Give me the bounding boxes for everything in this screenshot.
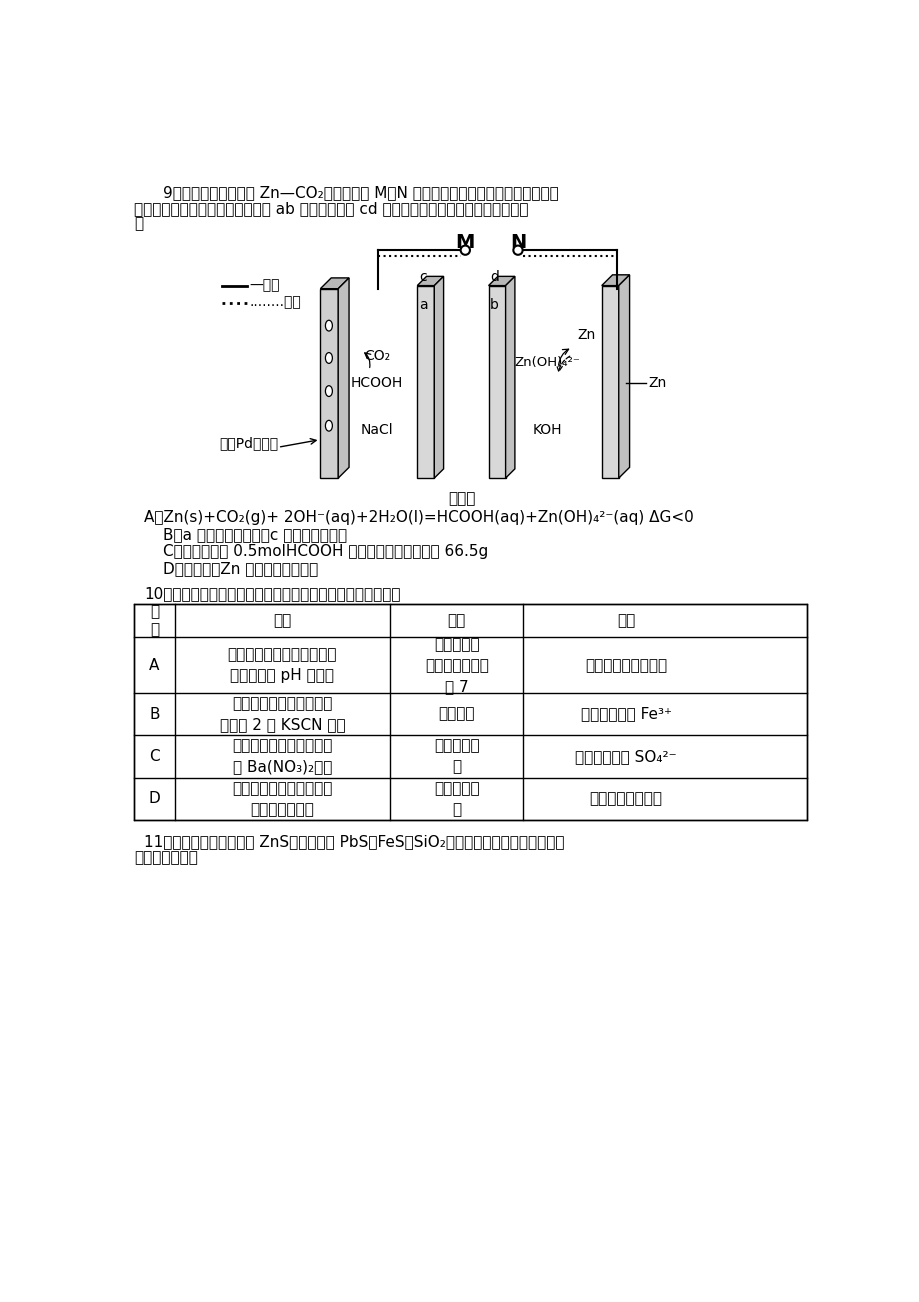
Text: ........充电: ........充电 (250, 296, 301, 310)
Text: 11．某锌矿的主要成分为 ZnS（还含少量 PbS、FeS、SiO₂），以其为原料冶炼锌的工艺: 11．某锌矿的主要成分为 ZnS（还含少量 PbS、FeS、SiO₂），以其为原… (144, 833, 564, 849)
Text: B．a 为阳离子交换膜，c 为阴离子交换膜: B．a 为阳离子交换膜，c 为阴离子交换膜 (163, 527, 346, 543)
Text: 原溶液中含有 Fe³⁺: 原溶液中含有 Fe³⁺ (580, 707, 671, 721)
Text: NaCl: NaCl (360, 423, 392, 436)
Text: 产生白色沉
淀: 产生白色沉 淀 (434, 738, 479, 775)
Text: A: A (149, 658, 160, 673)
Text: 实验: 实验 (273, 613, 291, 628)
Text: A．Zn(s)+CO₂(g)+ 2OH⁻(aq)+2H₂O(l)=HCOOH(aq)+Zn(OH)₄²⁻(aq) ΔG<0: A．Zn(s)+CO₂(g)+ 2OH⁻(aq)+2H₂O(l)=HCOOH(a… (144, 510, 694, 526)
Text: 双极膜: 双极膜 (448, 491, 475, 506)
Ellipse shape (325, 353, 332, 363)
Text: 9．一种新型水系可逆 Zn—CO₂电池，其中 M、N 连接负载或直流电源，两个双极膜反: 9．一种新型水系可逆 Zn—CO₂电池，其中 M、N 连接负载或直流电源，两个双… (163, 185, 558, 201)
Text: N: N (509, 233, 526, 253)
Polygon shape (505, 276, 515, 478)
Text: 10．下列实验操做、现象及相应结论均正确且有因果关系的是: 10．下列实验操做、现象及相应结论均正确且有因果关系的是 (144, 586, 401, 602)
Text: 选
项: 选 项 (150, 604, 159, 637)
Circle shape (513, 246, 522, 255)
Text: 向某溶液中加入少许氯水
后再加 2 滴 KSCN 溶液: 向某溶液中加入少许氯水 后再加 2 滴 KSCN 溶液 (220, 697, 345, 732)
Polygon shape (618, 275, 629, 478)
Text: Zn(OH)₄²⁻: Zn(OH)₄²⁻ (514, 357, 580, 368)
Text: C: C (149, 749, 160, 764)
Text: B: B (149, 707, 160, 721)
Polygon shape (417, 285, 434, 478)
Text: Zn: Zn (576, 328, 595, 342)
Text: 用玻璃棒蘸取醋酸钠溶液，
点在湿润的 pH 试纸上: 用玻璃棒蘸取醋酸钠溶液， 点在湿润的 pH 试纸上 (227, 647, 336, 684)
Text: 流程如图所示：: 流程如图所示： (134, 850, 198, 865)
Text: 现象: 现象 (448, 613, 465, 628)
Polygon shape (488, 285, 505, 478)
Circle shape (460, 246, 470, 255)
Polygon shape (320, 277, 348, 289)
Text: 向放置并分隔正、负极室，放电时 ab 工作、充电时 cd 工作。如图所示。下列说法中错误的: 向放置并分隔正、负极室，放电时 ab 工作、充电时 cd 工作。如图所示。下列说… (134, 201, 528, 216)
Text: c: c (418, 270, 426, 284)
Text: 原溶液中含有 SO₄²⁻: 原溶液中含有 SO₄²⁻ (574, 749, 676, 764)
Text: 两溶液均褪
色: 两溶液均褪 色 (434, 781, 479, 816)
Polygon shape (320, 289, 338, 478)
Text: C．当左室合成 0.5molHCOOH 时，右室溶液质量变化 66.5g: C．当左室合成 0.5molHCOOH 时，右室溶液质量变化 66.5g (163, 544, 488, 560)
Text: KOH: KOH (532, 423, 562, 436)
Text: M: M (455, 233, 474, 253)
Text: CO₂: CO₂ (364, 349, 390, 363)
Text: 该气体可能是乙烯: 该气体可能是乙烯 (589, 792, 662, 806)
Text: 结论: 结论 (617, 613, 634, 628)
Text: 某气体分别通入溴水和酸
性高锰酸钾溶液: 某气体分别通入溴水和酸 性高锰酸钾溶液 (232, 781, 333, 816)
Text: a: a (418, 298, 427, 312)
Text: D: D (149, 792, 160, 806)
Text: 多孔Pd纳米片: 多孔Pd纳米片 (220, 436, 278, 450)
Text: 向某溶液中滴入盐酸酸化
的 Ba(NO₃)₂溶液: 向某溶液中滴入盐酸酸化 的 Ba(NO₃)₂溶液 (232, 738, 333, 775)
Text: 是: 是 (134, 216, 143, 232)
Polygon shape (601, 285, 618, 478)
Polygon shape (338, 277, 348, 478)
Text: d: d (490, 270, 498, 284)
Ellipse shape (325, 385, 332, 397)
Text: 试纸显色后
与比色卡对照接
近 7: 试纸显色后 与比色卡对照接 近 7 (425, 637, 488, 694)
Text: Zn: Zn (648, 376, 665, 391)
Ellipse shape (325, 421, 332, 431)
Bar (134, 604, 806, 820)
Polygon shape (601, 275, 629, 285)
Polygon shape (417, 276, 443, 285)
Text: 溶液变红: 溶液变红 (438, 707, 474, 721)
Text: b: b (490, 298, 498, 312)
Polygon shape (488, 276, 515, 285)
Polygon shape (434, 276, 443, 478)
Text: D．充电时，Zn 极处发生还原反应: D．充电时，Zn 极处发生还原反应 (163, 561, 318, 577)
Text: 该醋酸钠溶液呈中性: 该醋酸钠溶液呈中性 (584, 658, 666, 673)
Text: —放电: —放电 (250, 279, 280, 293)
Text: HCOOH: HCOOH (350, 376, 403, 391)
Ellipse shape (325, 320, 332, 331)
